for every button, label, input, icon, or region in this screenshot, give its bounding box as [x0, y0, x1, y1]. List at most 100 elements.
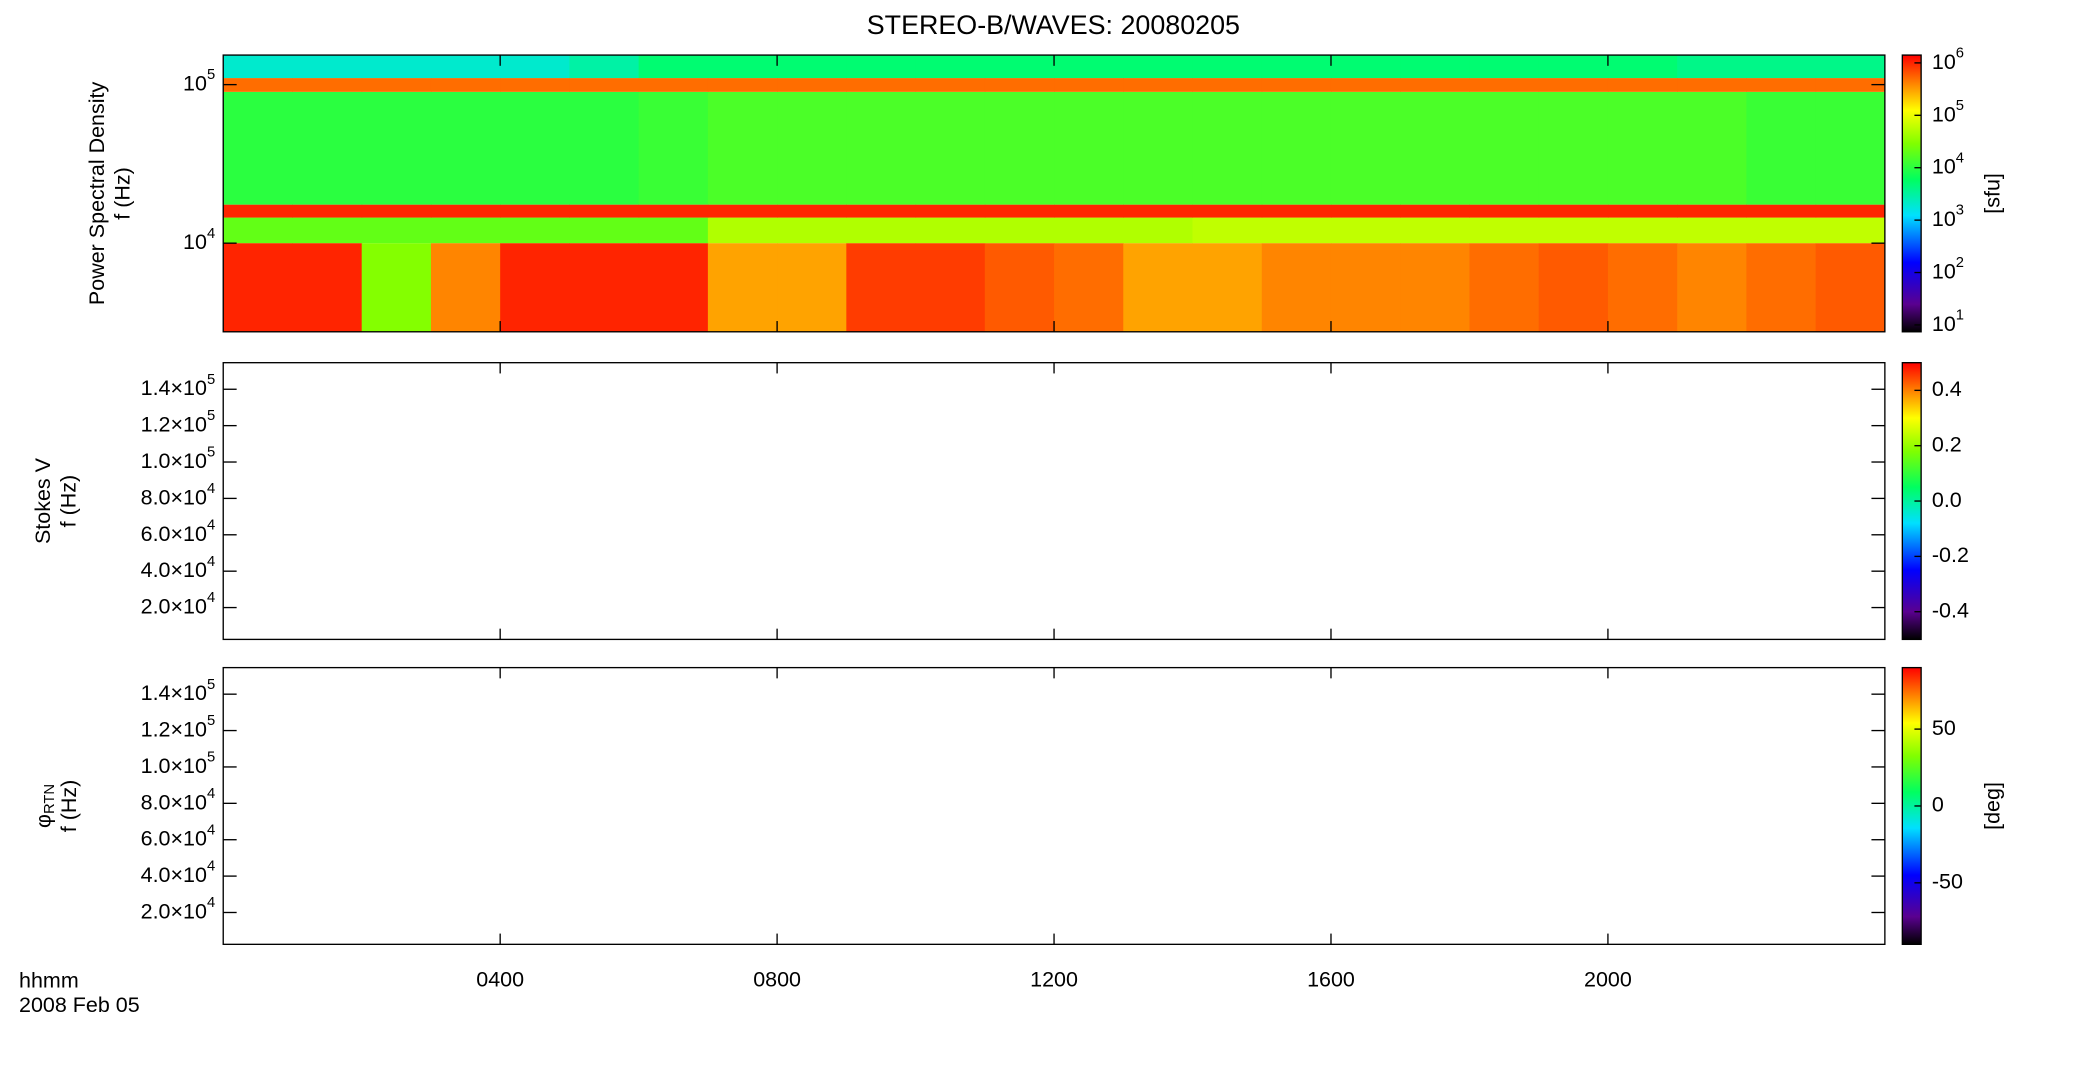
y-axis-label: f (Hz)	[57, 475, 81, 528]
x-tick-label: 2000	[1584, 967, 1632, 991]
x-axis-label: 2008 Feb 05	[19, 993, 140, 1017]
y-axis-label: f (Hz)	[57, 780, 81, 833]
heatmap-cell	[984, 78, 1055, 92]
heatmap-cell	[569, 78, 640, 92]
heatmap-cell	[1123, 78, 1194, 92]
heatmap-cell	[1192, 217, 1263, 244]
heatmap-cell	[1469, 204, 1540, 218]
heatmap-cell	[361, 78, 432, 92]
colorbar-tick-label: 103	[1932, 203, 1964, 231]
y-axis-label-symbol: φ	[31, 814, 55, 828]
heatmap-cell	[1469, 91, 1540, 205]
heatmap-cell	[292, 91, 363, 205]
y-tick-label-power: 4	[207, 590, 215, 606]
heatmap-cell	[915, 55, 986, 79]
heatmap-cell	[1261, 55, 1332, 79]
y-axis-label: f (Hz)	[110, 167, 134, 220]
heatmap-cell	[292, 78, 363, 92]
heatmap-cell	[1746, 204, 1817, 218]
y-tick-label-text: 2.0×10	[141, 594, 207, 618]
heatmap-cell	[1330, 55, 1401, 79]
y-tick-label-text: 4.0×10	[141, 863, 207, 887]
y-tick-label-text: 1.4×10	[141, 376, 207, 400]
heatmap-cell	[846, 91, 917, 205]
heatmap-cell	[1746, 91, 1817, 205]
y-tick-label: 2.0×104	[141, 590, 216, 618]
heatmap-cell	[1607, 91, 1678, 205]
y-tick-label-text: 1.2×10	[141, 412, 207, 436]
heatmap-cell	[1677, 243, 1747, 332]
heatmap-cell	[1677, 78, 1747, 92]
heatmap-cell	[1746, 243, 1817, 332]
heatmap-cell	[1538, 217, 1609, 244]
heatmap-cell	[1469, 217, 1540, 244]
colorbar-tick-label: 102	[1932, 255, 1964, 283]
heatmap-cell	[984, 217, 1055, 244]
heatmap-cell	[1607, 55, 1678, 79]
y-tick-label-text: 6.0×10	[141, 521, 207, 545]
heatmap-cell	[569, 204, 640, 218]
heatmap-cell	[1192, 55, 1263, 79]
heatmap-cell	[1054, 55, 1124, 79]
heatmap-cell	[223, 217, 293, 244]
colorbar-tick-label-power: 2	[1956, 255, 1964, 271]
y-tick-label: 2.0×104	[141, 895, 216, 923]
heatmap-cell	[777, 91, 847, 205]
heatmap-cell	[292, 55, 363, 79]
heatmap-cell	[638, 91, 709, 205]
y-axis-label-sub: RTN	[42, 784, 58, 814]
heatmap-cell	[1400, 55, 1470, 79]
heatmap-cell	[984, 91, 1055, 205]
heatmap-cell	[846, 78, 917, 92]
y-tick-label-text: 2.0×10	[141, 899, 207, 923]
heatmap-cell	[1607, 217, 1678, 244]
heatmap-cell	[915, 217, 986, 244]
heatmap-cell	[361, 55, 432, 79]
heatmap-cell	[1330, 217, 1401, 244]
heatmap-cell	[223, 243, 293, 332]
heatmap-cell	[777, 78, 847, 92]
y-tick-label-power: 5	[207, 445, 215, 461]
heatmap-cell	[1607, 78, 1678, 92]
heatmap-cell	[638, 217, 709, 244]
y-tick-label: 105	[183, 67, 215, 95]
colorbar-tick-label: -0.4	[1932, 598, 1969, 622]
x-tick-label: 1200	[1030, 967, 1078, 991]
heatmap-cell	[1815, 91, 1886, 205]
y-tick-label-power: 4	[207, 517, 215, 533]
y-axis-label: Power Spectral Density	[85, 82, 109, 306]
heatmap-cell	[1538, 91, 1609, 205]
heatmap-cell	[430, 217, 501, 244]
y-tick-label: 1.2×105	[141, 713, 216, 741]
y-tick-label-power: 5	[207, 677, 215, 693]
heatmap-cell	[984, 204, 1055, 218]
y-tick-label-power: 4	[207, 822, 215, 838]
heatmap-cell	[430, 243, 501, 332]
y-tick-label: 1.0×105	[141, 445, 216, 473]
colorbar-tick-label: -0.2	[1932, 543, 1969, 567]
y-tick-label-power: 4	[207, 226, 215, 242]
heatmap-cell	[707, 91, 778, 205]
colorbar-tick-label-power: 6	[1956, 45, 1964, 61]
heatmap-cell	[1746, 78, 1817, 92]
heatmap-cell	[223, 91, 293, 205]
colorbar	[1901, 54, 1922, 333]
heatmap-cell	[569, 217, 640, 244]
heatmap-cell	[1123, 91, 1194, 205]
y-tick-label-text: 1.0×10	[141, 449, 207, 473]
heatmap-cell	[1400, 78, 1470, 92]
heatmap-cell	[1538, 204, 1609, 218]
colorbar-tick-label-text: 10	[1932, 102, 1956, 126]
heatmap-cell	[1330, 78, 1401, 92]
heatmap-cell	[1054, 243, 1124, 332]
colorbar-tick-label: 105	[1932, 98, 1964, 126]
heatmap-cell	[569, 243, 640, 332]
heatmap-cell	[223, 204, 293, 218]
heatmap-cell	[500, 55, 570, 79]
colorbar-tick-label-text: 10	[1932, 50, 1956, 74]
heatmap-cell	[1261, 243, 1332, 332]
heatmap-cell	[777, 204, 847, 218]
heatmap-cell	[1330, 91, 1401, 205]
